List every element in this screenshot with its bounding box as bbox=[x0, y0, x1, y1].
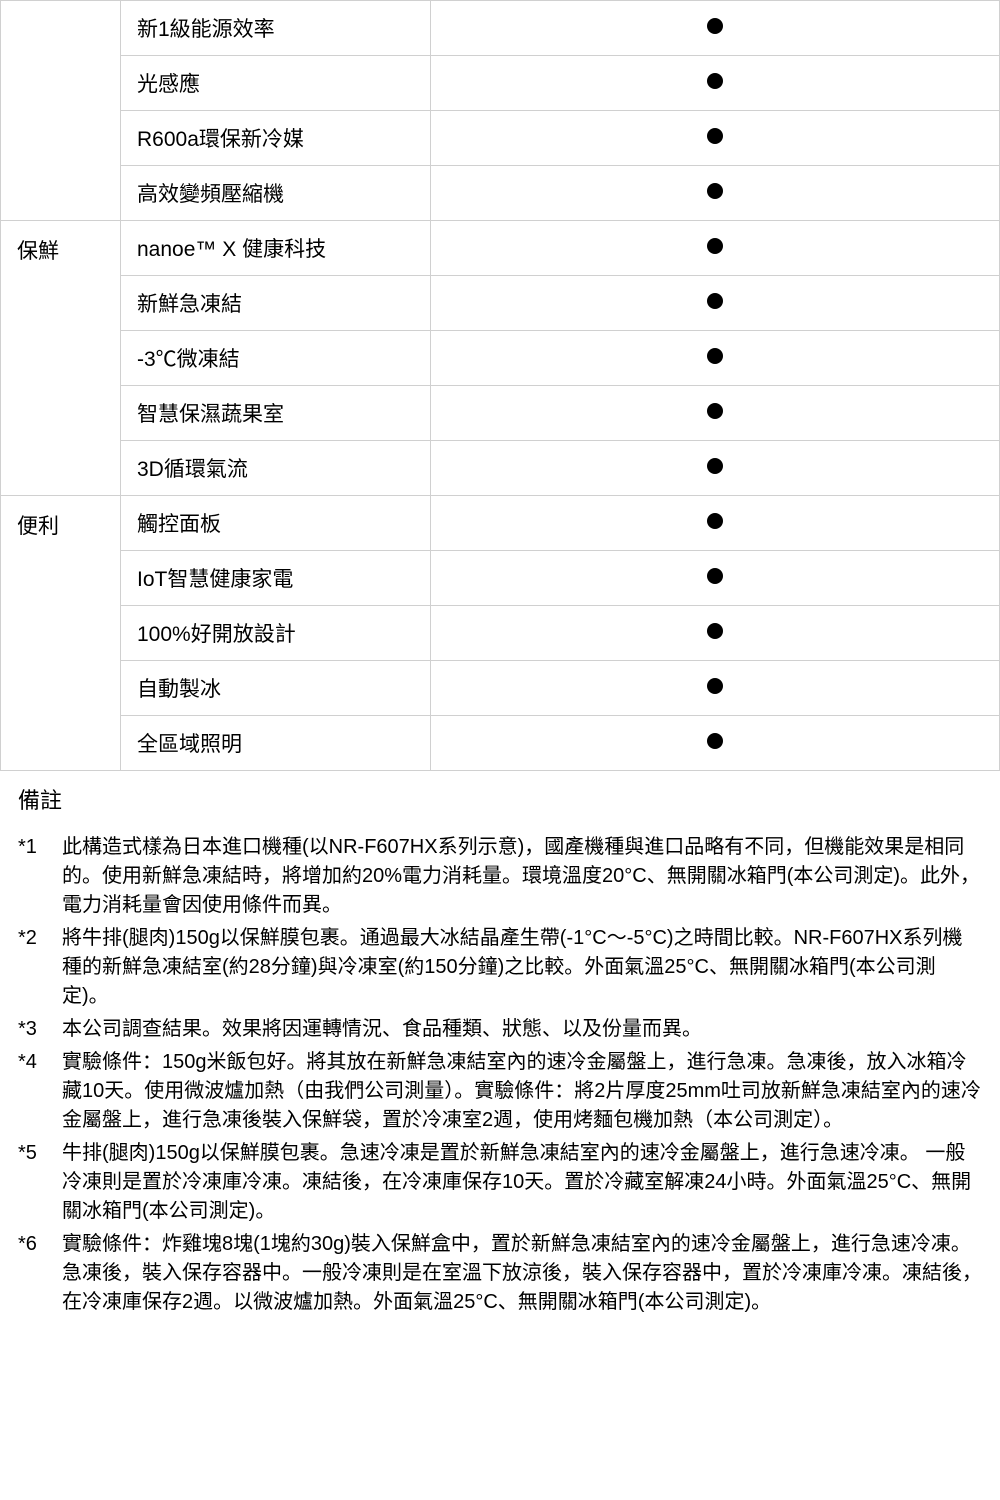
note-marker: *2 bbox=[18, 924, 62, 1011]
feature-cell: 智慧保濕蔬果室 bbox=[121, 386, 431, 441]
category-cell: 便利 bbox=[1, 496, 121, 771]
notes-section: 備註 *1此構造式樣為日本進口機種(以NR-F607HX系列示意)，國產機種與進… bbox=[0, 771, 1000, 1317]
feature-cell: 100%好開放設計 bbox=[121, 606, 431, 661]
table-row: 3D循環氣流 bbox=[1, 441, 1000, 496]
feature-cell: 新1級能源效率 bbox=[121, 1, 431, 56]
feature-dot-icon bbox=[707, 623, 723, 639]
note-text: 實驗條件：150g米飯包好。將其放在新鮮急凍結室內的速冷金屬盤上，進行急凍。急凍… bbox=[62, 1048, 982, 1135]
notes-title: 備註 bbox=[18, 783, 982, 815]
table-row: 便利觸控面板 bbox=[1, 496, 1000, 551]
table-row: 自動製冰 bbox=[1, 661, 1000, 716]
note-item: *1此構造式樣為日本進口機種(以NR-F607HX系列示意)，國產機種與進口品略… bbox=[18, 833, 982, 920]
feature-cell: 高效變頻壓縮機 bbox=[121, 166, 431, 221]
note-item: *6實驗條件：炸雞塊8塊(1塊約30g)裝入保鮮盒中，置於新鮮急凍結室內的速冷金… bbox=[18, 1230, 982, 1317]
dot-cell bbox=[431, 716, 1000, 771]
table-row: 保鮮nanoe™ X 健康科技 bbox=[1, 221, 1000, 276]
feature-cell: R600a環保新冷媒 bbox=[121, 111, 431, 166]
table-row: 新1級能源效率 bbox=[1, 1, 1000, 56]
table-row: 全區域照明 bbox=[1, 716, 1000, 771]
spec-table: 新1級能源效率光感應R600a環保新冷媒高效變頻壓縮機保鮮nanoe™ X 健康… bbox=[0, 0, 1000, 771]
feature-dot-icon bbox=[707, 128, 723, 144]
dot-cell bbox=[431, 221, 1000, 276]
table-row: 智慧保濕蔬果室 bbox=[1, 386, 1000, 441]
dot-cell bbox=[431, 551, 1000, 606]
note-text: 實驗條件：炸雞塊8塊(1塊約30g)裝入保鮮盒中，置於新鮮急凍結室內的速冷金屬盤… bbox=[62, 1230, 982, 1317]
dot-cell bbox=[431, 56, 1000, 111]
note-text: 牛排(腿肉)150g以保鮮膜包裹。急速冷凍是置於新鮮急凍結室內的速冷金屬盤上，進… bbox=[62, 1139, 982, 1226]
feature-dot-icon bbox=[707, 678, 723, 694]
table-row: 100%好開放設計 bbox=[1, 606, 1000, 661]
note-text: 將牛排(腿肉)150g以保鮮膜包裹。通過最大冰結晶產生帶(-1°C～-5°C)之… bbox=[62, 924, 982, 1011]
note-item: *3本公司調查結果。效果將因運轉情況、食品種類、狀態、以及份量而異。 bbox=[18, 1015, 982, 1044]
table-row: IoT智慧健康家電 bbox=[1, 551, 1000, 606]
feature-dot-icon bbox=[707, 568, 723, 584]
dot-cell bbox=[431, 1, 1000, 56]
feature-dot-icon bbox=[707, 238, 723, 254]
feature-dot-icon bbox=[707, 513, 723, 529]
feature-cell: 3D循環氣流 bbox=[121, 441, 431, 496]
feature-dot-icon bbox=[707, 733, 723, 749]
feature-cell: 觸控面板 bbox=[121, 496, 431, 551]
note-marker: *4 bbox=[18, 1048, 62, 1135]
feature-cell: 新鮮急凍結 bbox=[121, 276, 431, 331]
note-marker: *1 bbox=[18, 833, 62, 920]
feature-dot-icon bbox=[707, 458, 723, 474]
dot-cell bbox=[431, 441, 1000, 496]
table-row: R600a環保新冷媒 bbox=[1, 111, 1000, 166]
dot-cell bbox=[431, 166, 1000, 221]
dot-cell bbox=[431, 386, 1000, 441]
feature-cell: -3℃微凍結 bbox=[121, 331, 431, 386]
feature-cell: 全區域照明 bbox=[121, 716, 431, 771]
feature-dot-icon bbox=[707, 18, 723, 34]
note-text: 此構造式樣為日本進口機種(以NR-F607HX系列示意)，國產機種與進口品略有不… bbox=[62, 833, 982, 920]
dot-cell bbox=[431, 276, 1000, 331]
feature-cell: IoT智慧健康家電 bbox=[121, 551, 431, 606]
dot-cell bbox=[431, 331, 1000, 386]
feature-dot-icon bbox=[707, 348, 723, 364]
table-row: -3℃微凍結 bbox=[1, 331, 1000, 386]
note-item: *2將牛排(腿肉)150g以保鮮膜包裹。通過最大冰結晶產生帶(-1°C～-5°C… bbox=[18, 924, 982, 1011]
note-text: 本公司調查結果。效果將因運轉情況、食品種類、狀態、以及份量而異。 bbox=[62, 1015, 982, 1044]
dot-cell bbox=[431, 661, 1000, 716]
feature-cell: nanoe™ X 健康科技 bbox=[121, 221, 431, 276]
note-marker: *5 bbox=[18, 1139, 62, 1226]
note-item: *5牛排(腿肉)150g以保鮮膜包裹。急速冷凍是置於新鮮急凍結室內的速冷金屬盤上… bbox=[18, 1139, 982, 1226]
note-item: *4實驗條件：150g米飯包好。將其放在新鮮急凍結室內的速冷金屬盤上，進行急凍。… bbox=[18, 1048, 982, 1135]
dot-cell bbox=[431, 111, 1000, 166]
category-cell: 保鮮 bbox=[1, 221, 121, 496]
feature-dot-icon bbox=[707, 403, 723, 419]
feature-cell: 自動製冰 bbox=[121, 661, 431, 716]
table-row: 光感應 bbox=[1, 56, 1000, 111]
dot-cell bbox=[431, 496, 1000, 551]
table-row: 高效變頻壓縮機 bbox=[1, 166, 1000, 221]
category-cell bbox=[1, 1, 121, 221]
table-row: 新鮮急凍結 bbox=[1, 276, 1000, 331]
feature-dot-icon bbox=[707, 183, 723, 199]
feature-dot-icon bbox=[707, 293, 723, 309]
feature-dot-icon bbox=[707, 73, 723, 89]
note-marker: *6 bbox=[18, 1230, 62, 1317]
dot-cell bbox=[431, 606, 1000, 661]
feature-cell: 光感應 bbox=[121, 56, 431, 111]
note-marker: *3 bbox=[18, 1015, 62, 1044]
